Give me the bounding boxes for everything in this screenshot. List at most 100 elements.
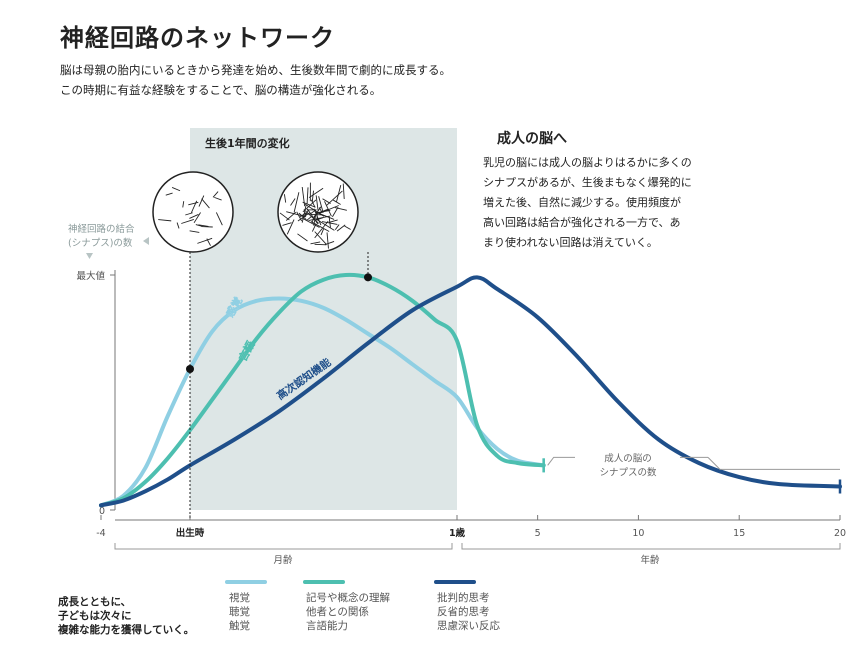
- legend-intro-line: 成長とともに、: [58, 596, 132, 608]
- neuron-fiber: [189, 214, 199, 219]
- neuron-fiber: [311, 190, 314, 203]
- legend-intro-line: 子どもは次々に: [58, 610, 132, 622]
- neuron-fiber: [336, 185, 342, 203]
- x-tick-label: 出生時: [176, 527, 205, 539]
- neuron-fiber: [320, 228, 324, 236]
- neuron-fiber: [293, 192, 300, 213]
- x-segment-label: 月齢: [273, 554, 293, 566]
- series-line-0: [99, 296, 546, 508]
- subtitle-line-1: 脳は母親の胎内にいるときから発達を始め、生後数年間で劇的に成長する。: [60, 63, 451, 77]
- neuron-fiber: [290, 198, 296, 206]
- annotation-leader: [547, 456, 575, 466]
- legend-swatch-sensory: [225, 580, 267, 584]
- neuron-fiber: [214, 196, 222, 201]
- neuron-fiber: [313, 208, 322, 226]
- legend-item: 触覚: [229, 620, 250, 632]
- neuron-fiber: [212, 191, 219, 198]
- legend-item: 記号や概念の理解: [306, 592, 390, 604]
- neuron-fiber: [308, 187, 324, 198]
- adult-note-line: 高い回路は結合が強化される一方で、あ: [483, 216, 681, 229]
- x-tick-label: 10: [632, 528, 644, 539]
- neuron-fiber: [342, 183, 345, 200]
- legend-item: 他者との関係: [306, 606, 369, 618]
- neuron-fiber: [201, 198, 210, 209]
- neuron-fiber: [311, 223, 317, 232]
- x-segment-bracket: [461, 543, 841, 550]
- neuron-fiber: [195, 224, 203, 227]
- legend-intro-line: 複雑な能力を獲得していく。: [58, 624, 195, 636]
- neuron-fiber: [189, 230, 200, 233]
- neuron-fiber: [283, 194, 287, 203]
- neuron-fiber: [197, 237, 213, 244]
- neuron-fiber: [326, 232, 329, 249]
- annotation-leader: [707, 456, 840, 470]
- neuron-fiber: [185, 212, 193, 216]
- neuron-fiber: [286, 211, 307, 218]
- neuron-fiber: [198, 224, 209, 227]
- neuron-fiber: [158, 219, 172, 222]
- neuron-fiber: [193, 212, 201, 224]
- neuron-fiber: [299, 212, 307, 218]
- y-tick-label: 最大値: [76, 270, 105, 282]
- neuron-fiber: [315, 218, 335, 231]
- y-axis-label: 神経回路の結合: [68, 223, 135, 235]
- neuron-fiber: [321, 221, 338, 225]
- legend-item: 反省的思考: [437, 606, 490, 618]
- legend-swatch-cognition: [434, 580, 476, 584]
- neuron-fiber: [182, 201, 185, 208]
- neuron-fiber: [302, 201, 316, 208]
- legend-item: 視覚: [229, 592, 250, 604]
- y-label-down-arrow-icon: [86, 253, 93, 259]
- x-tick-label: 20: [834, 528, 846, 539]
- neuron-fiber: [297, 233, 308, 242]
- legend-item: 思慮深い反応: [437, 620, 500, 632]
- x-tick-label: 15: [733, 528, 745, 539]
- x-segment-label: 年齢: [640, 554, 660, 566]
- x-tick-label: 1歳: [449, 527, 466, 539]
- annotation-text: 成人の脳の: [604, 452, 652, 464]
- neuron-fiber: [317, 212, 335, 220]
- neuron-fiber: [285, 211, 297, 221]
- neuron-fiber: [313, 206, 322, 218]
- neuron-fiber: [309, 209, 317, 215]
- neuron-fiber: [328, 219, 338, 223]
- series-line-1: [99, 272, 546, 508]
- circle-marker: [364, 273, 372, 282]
- x-tick-label: -4: [96, 528, 105, 539]
- neuron-fiber: [336, 224, 346, 232]
- neuron-fiber: [332, 206, 339, 218]
- neuron-fiber: [296, 211, 303, 222]
- neuron-fiber: [310, 199, 316, 208]
- neuron-fiber: [171, 187, 181, 192]
- y-tick-label: 0: [99, 506, 105, 517]
- neuron-fiber: [301, 217, 320, 228]
- x-segment-bracket: [114, 543, 453, 550]
- neuron-fiber: [181, 219, 194, 224]
- legend-swatch-language: [303, 580, 345, 584]
- neuron-fiber: [302, 209, 310, 219]
- neuron-fiber: [188, 201, 199, 206]
- legend-item: 聴覚: [229, 606, 250, 618]
- y-label-arrow-icon: [143, 237, 149, 245]
- adult-note-title: 成人の脳へ: [497, 131, 567, 147]
- neuron-fiber: [198, 195, 205, 207]
- neuron-fiber: [282, 222, 292, 226]
- neuron-fiber: [314, 220, 329, 239]
- adult-note-line: 乳児の脳には成人の脳よりはるかに多くの: [483, 156, 692, 169]
- neuron-fiber: [334, 224, 340, 231]
- neuron-fiber: [322, 198, 331, 204]
- panel-label: 生後1年間の変化: [205, 136, 290, 150]
- neuron-fiber: [315, 195, 319, 212]
- neuron-fiber: [314, 231, 327, 245]
- neuron-fiber: [190, 200, 198, 214]
- neuron-fiber: [176, 222, 180, 229]
- neuron-fiber: [215, 212, 223, 226]
- adult-note-line: 増えた後、自然に減少する。使用頻度が: [483, 196, 681, 209]
- neuron-fiber: [306, 187, 309, 204]
- neuron-fiber: [328, 216, 331, 228]
- neuron-fiber: [315, 209, 331, 214]
- subtitle-line-2: この時期に有益な経験をすることで、脳の構造が強化される。: [60, 83, 382, 97]
- y-axis-label: (シナプス)の数: [68, 237, 133, 249]
- adult-note-line: まり使われない回路は消えていく。: [483, 236, 658, 249]
